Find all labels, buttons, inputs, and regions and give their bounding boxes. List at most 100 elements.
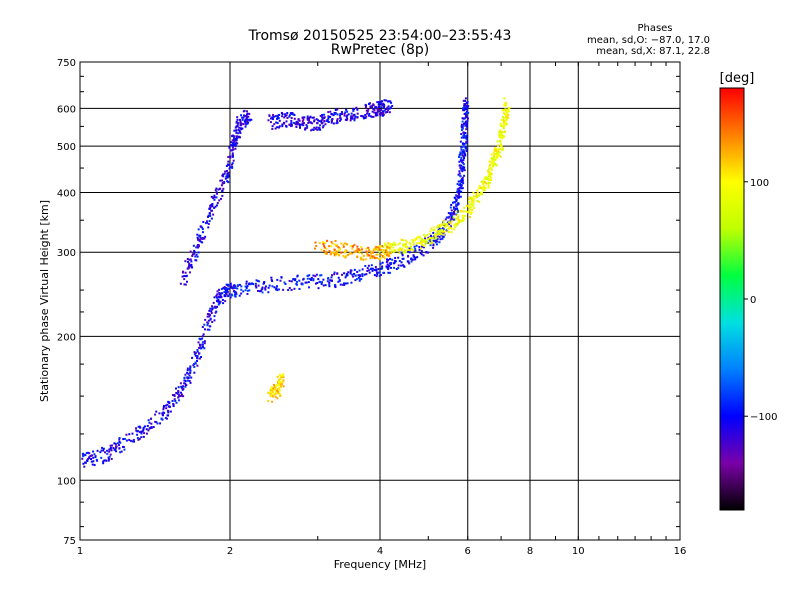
echo-point xyxy=(222,287,225,290)
echo-point xyxy=(298,123,301,126)
echo-point xyxy=(337,280,340,283)
echo-point xyxy=(499,147,502,150)
echo-point xyxy=(410,258,413,261)
echo-point xyxy=(458,180,461,183)
echo-point xyxy=(343,255,346,258)
echo-point xyxy=(239,122,242,125)
echo-point xyxy=(271,125,274,128)
echo-point xyxy=(321,241,324,244)
echo-point xyxy=(188,368,191,371)
echo-point xyxy=(463,157,466,160)
echo-point xyxy=(215,299,218,302)
echo-point xyxy=(460,187,463,190)
echo-point xyxy=(269,121,272,124)
echo-point xyxy=(177,396,180,399)
echo-point xyxy=(179,382,182,385)
echo-point xyxy=(462,218,465,221)
echo-point xyxy=(493,153,496,156)
echo-point xyxy=(217,188,220,191)
echo-point xyxy=(193,351,196,354)
echo-point xyxy=(223,286,226,289)
echo-point xyxy=(463,109,466,112)
echo-point xyxy=(378,274,381,277)
echo-point xyxy=(219,300,222,303)
echo-point xyxy=(370,252,373,255)
echo-point xyxy=(232,287,235,290)
echo-point xyxy=(481,180,484,183)
echo-point xyxy=(459,159,462,162)
echo-point xyxy=(201,231,204,234)
echo-point xyxy=(227,155,230,158)
echo-point xyxy=(458,155,461,158)
echo-point xyxy=(359,274,362,277)
echo-point xyxy=(484,187,487,190)
echo-point xyxy=(213,315,216,318)
echo-point xyxy=(393,261,396,264)
echo-point xyxy=(460,148,463,151)
echo-point xyxy=(356,112,359,115)
echo-point xyxy=(349,252,352,255)
echo-point xyxy=(493,158,496,161)
echo-point xyxy=(451,217,454,220)
echo-point xyxy=(114,447,117,450)
echo-point xyxy=(198,357,201,360)
echo-point xyxy=(222,181,225,184)
echo-point xyxy=(464,153,467,156)
echo-point xyxy=(309,277,312,280)
colorbar-label: [deg] xyxy=(720,71,755,86)
echo-point xyxy=(173,398,176,401)
echo-point xyxy=(475,192,478,195)
echo-point xyxy=(300,123,303,126)
echo-point xyxy=(487,173,490,176)
echo-point xyxy=(102,462,105,465)
echo-point xyxy=(233,129,236,132)
echo-point xyxy=(429,240,432,243)
echo-point xyxy=(350,117,353,120)
echo-point xyxy=(240,127,243,130)
echo-point xyxy=(402,264,405,267)
echo-point xyxy=(320,122,323,125)
echo-point xyxy=(260,289,263,292)
echo-point xyxy=(102,447,105,450)
echo-point xyxy=(145,432,148,435)
echo-point xyxy=(463,174,466,177)
echo-point xyxy=(459,183,462,186)
echo-point xyxy=(483,189,486,192)
echo-point xyxy=(336,118,339,121)
echo-point xyxy=(281,125,284,128)
echo-point xyxy=(420,253,423,256)
echo-point xyxy=(365,104,368,107)
echo-point xyxy=(384,111,387,114)
echo-point xyxy=(360,252,363,255)
echo-point xyxy=(245,282,248,285)
echo-point xyxy=(387,100,390,103)
echo-point xyxy=(335,251,338,254)
echo-point xyxy=(319,280,322,283)
echo-point xyxy=(476,194,479,197)
echo-point xyxy=(459,220,462,223)
echo-point xyxy=(455,210,458,213)
echo-point xyxy=(118,440,121,443)
x-tick-label: 2 xyxy=(227,546,233,557)
echo-point xyxy=(358,279,361,282)
echo-point xyxy=(129,439,132,442)
echo-point xyxy=(450,209,453,212)
echo-point xyxy=(370,256,373,259)
echo-point xyxy=(196,359,199,362)
echo-point xyxy=(256,279,259,282)
echo-point xyxy=(229,149,232,152)
echo-point xyxy=(438,228,441,231)
echo-point xyxy=(334,253,337,256)
echo-point xyxy=(235,293,238,296)
echo-point xyxy=(407,248,410,251)
echo-point xyxy=(373,268,376,271)
echo-point xyxy=(462,99,465,102)
echo-point xyxy=(436,226,439,229)
echo-point xyxy=(196,246,199,249)
echo-point xyxy=(330,120,333,123)
echo-point xyxy=(286,116,289,119)
echo-point xyxy=(195,246,198,249)
echo-point xyxy=(296,120,299,123)
echo-point xyxy=(254,284,257,287)
echo-point xyxy=(187,377,190,380)
